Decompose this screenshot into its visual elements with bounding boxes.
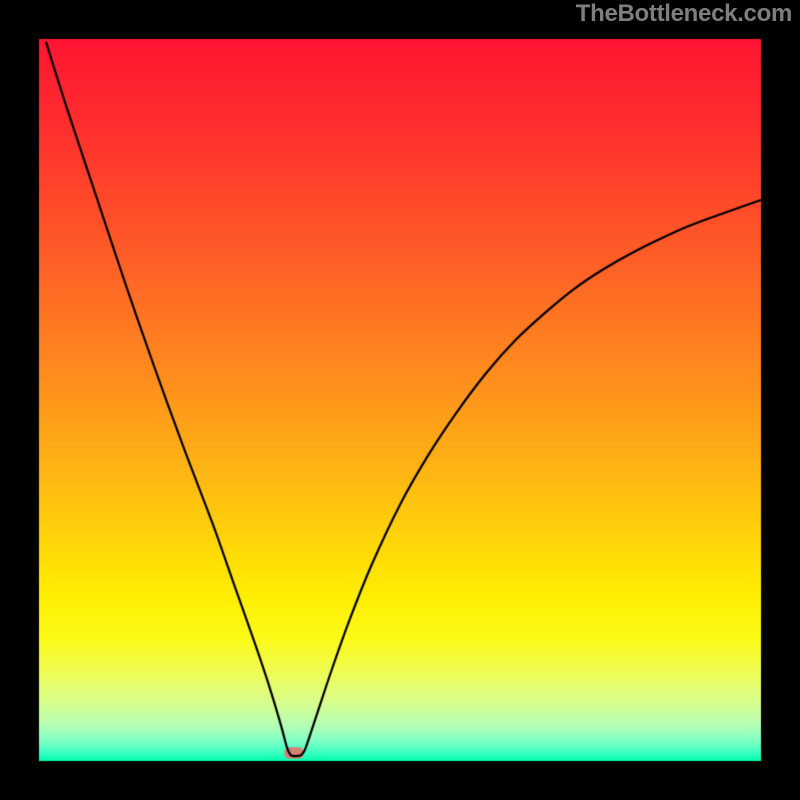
bottleneck-chart xyxy=(0,0,800,800)
watermark-text: TheBottleneck.com xyxy=(576,0,792,28)
chart-container: TheBottleneck.com xyxy=(0,0,800,800)
